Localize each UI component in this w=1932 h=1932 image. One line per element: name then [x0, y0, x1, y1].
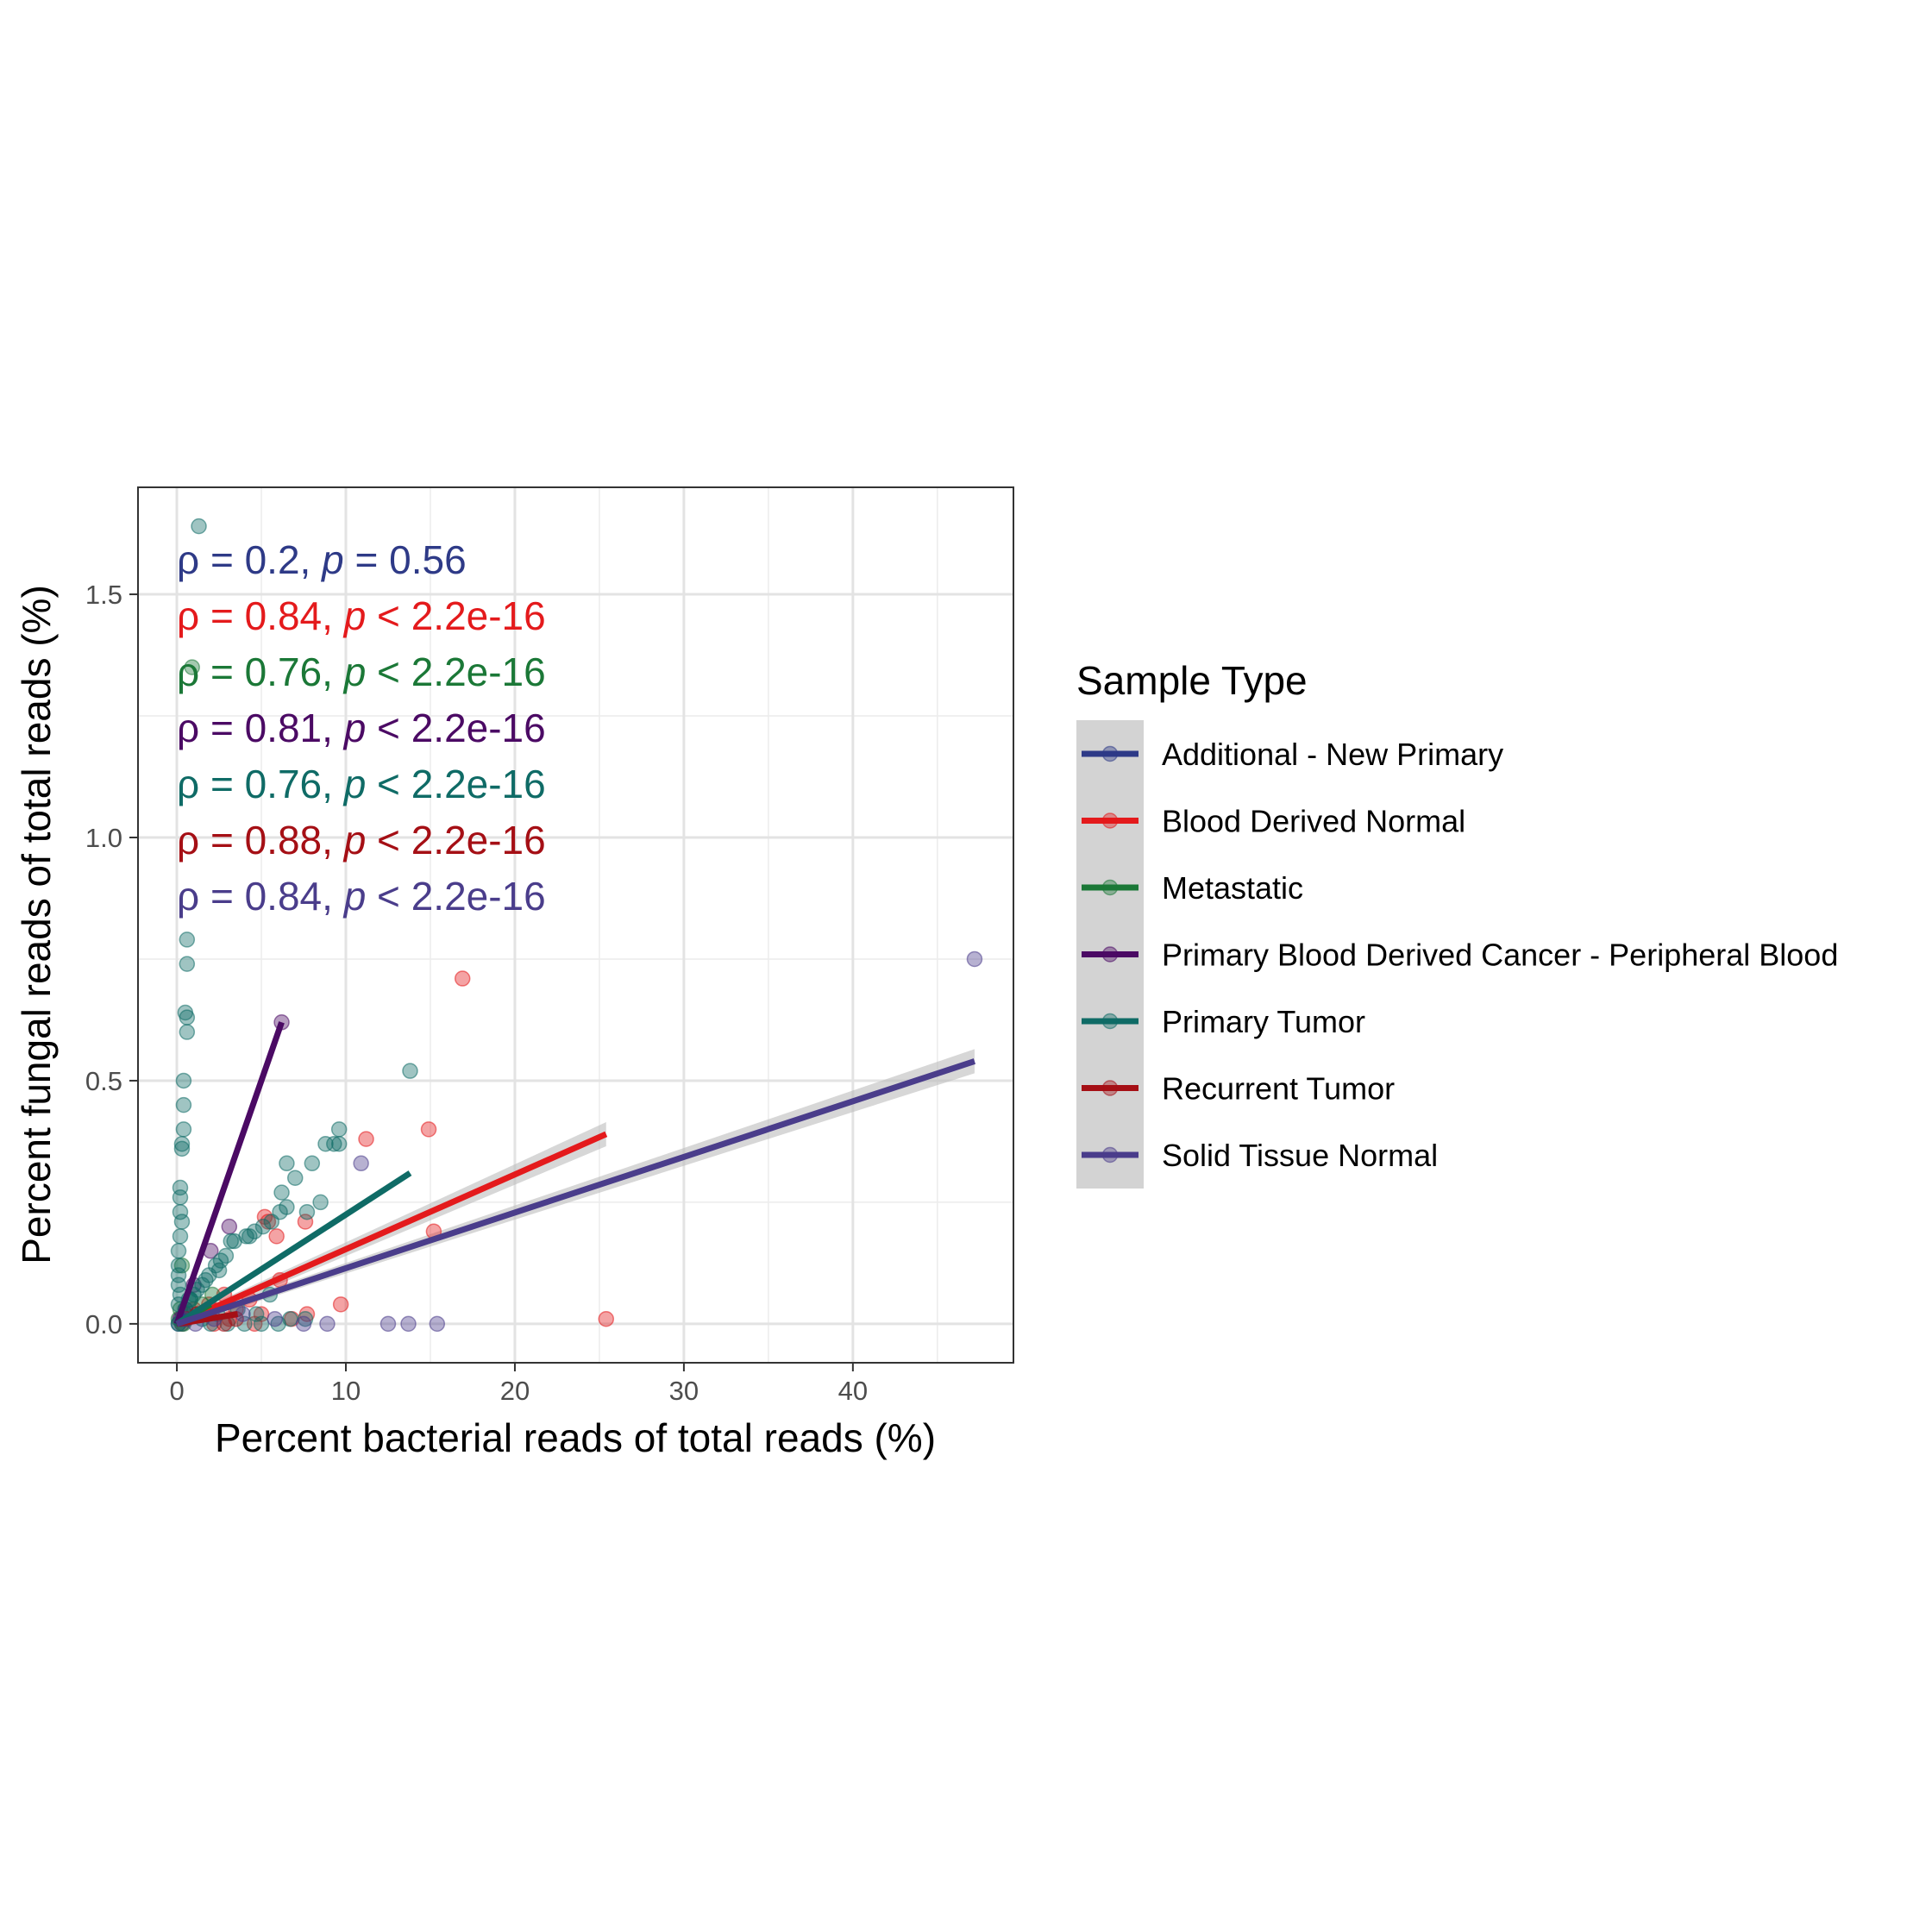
data-point	[380, 1315, 397, 1333]
data-point	[254, 1218, 272, 1235]
correlation-annotation: ρ = 0.81, p < 2.2e-16	[177, 706, 546, 750]
data-point	[267, 1311, 283, 1327]
data-point	[248, 1306, 265, 1322]
x-tick-label: 10	[331, 1376, 361, 1406]
data-point	[298, 1203, 316, 1220]
data-point	[297, 1214, 314, 1230]
data-point	[353, 1155, 369, 1172]
data-point	[179, 1024, 196, 1040]
data-point	[175, 1121, 192, 1138]
legend-key-point	[1101, 745, 1119, 762]
data-point	[317, 1136, 334, 1152]
legend-title: Sample Type	[1076, 658, 1308, 703]
x-axis: 0 10 20 30 40	[169, 1363, 868, 1406]
data-point	[263, 1214, 280, 1230]
data-point	[268, 1228, 285, 1245]
data-point	[312, 1194, 329, 1211]
data-point	[173, 1136, 191, 1152]
data-point	[420, 1121, 437, 1138]
data-point	[172, 1189, 189, 1206]
data-point	[598, 1311, 615, 1327]
data-point	[330, 1136, 348, 1152]
legend-label: Primary Blood Derived Cancer - Periphera…	[1162, 938, 1838, 973]
legend-key-point	[1101, 1080, 1119, 1096]
data-point	[226, 1233, 242, 1250]
legend-key-point	[1101, 812, 1119, 829]
legend-label: Solid Tissue Normal	[1162, 1138, 1438, 1173]
legend-label: Metastatic	[1162, 870, 1303, 906]
data-point	[332, 1296, 349, 1313]
data-point	[429, 1315, 446, 1333]
y-tick-label: 0.5	[85, 1066, 122, 1096]
grid-lines	[138, 487, 1013, 1363]
data-point	[173, 1214, 191, 1230]
data-point	[236, 1315, 253, 1333]
data-point	[191, 518, 207, 535]
y-axis-title: Percent fungal reads of total reads (%)	[14, 585, 59, 1264]
data-point	[221, 1218, 238, 1235]
legend-label: Additional - New Primary	[1162, 737, 1503, 772]
data-point	[273, 1184, 290, 1201]
legend-label: Recurrent Tumor	[1162, 1071, 1395, 1107]
plot-panel	[138, 487, 1013, 1363]
correlation-annotation: ρ = 0.76, p < 2.2e-16	[177, 762, 546, 806]
x-tick-label: 0	[169, 1376, 184, 1406]
data-point	[179, 956, 196, 972]
correlation-annotation: ρ = 0.88, p < 2.2e-16	[177, 818, 546, 862]
fit-line	[175, 1170, 412, 1327]
x-tick-label: 30	[669, 1376, 699, 1406]
data-point	[170, 1276, 187, 1294]
data-point	[304, 1155, 321, 1172]
legend: Sample Type Additional - New Primary Bloo…	[1076, 658, 1838, 1189]
y-tick-label: 1.0	[85, 823, 122, 853]
data-point	[966, 950, 983, 968]
fit-line	[175, 1058, 976, 1327]
data-point	[279, 1155, 295, 1172]
data-point	[184, 659, 200, 675]
correlation-annotation: ρ = 0.76, p < 2.2e-16	[177, 649, 546, 694]
data-point	[330, 1121, 348, 1138]
legend-label: Primary Tumor	[1162, 1004, 1365, 1039]
y-tick-label: 0.0	[85, 1309, 122, 1339]
correlation-annotation: ρ = 0.84, p < 2.2e-16	[177, 874, 546, 919]
data-point	[326, 1136, 342, 1152]
data-point	[286, 1170, 304, 1186]
data-point	[172, 1203, 189, 1220]
legend-key-point	[1101, 946, 1119, 963]
data-point	[172, 1228, 189, 1245]
x-axis-title: Percent bacterial reads of total reads (…	[215, 1415, 936, 1460]
data-point	[400, 1315, 417, 1333]
legend-key-point	[1101, 1146, 1119, 1164]
legend-label: Blood Derived Normal	[1162, 804, 1465, 839]
data-point	[358, 1131, 374, 1147]
data-point	[295, 1315, 312, 1333]
plot-border	[137, 486, 1014, 1364]
data-point	[179, 1009, 196, 1026]
x-tick-label: 40	[838, 1376, 868, 1406]
data-point	[210, 1262, 228, 1279]
data-point	[175, 1072, 192, 1089]
y-axis: 0.0 0.5 1.0 1.5	[85, 580, 138, 1339]
correlation-annotation: ρ = 0.2, p = 0.56	[177, 537, 467, 582]
legend-key-point	[1101, 1013, 1119, 1030]
data-point	[319, 1315, 336, 1333]
data-point	[242, 1228, 258, 1245]
fit-lines	[173, 1021, 976, 1327]
fit-line	[173, 1021, 285, 1326]
data-point	[173, 1140, 191, 1157]
x-tick-label: 20	[500, 1376, 530, 1406]
fit-line	[175, 1131, 608, 1327]
data-point	[454, 970, 471, 987]
legend-items: Additional - New Primary Blood Derived No…	[1082, 737, 1838, 1173]
data-point	[402, 1063, 418, 1079]
correlation-annotations: ρ = 0.2, p = 0.56 ρ = 0.84, p < 2.2e-16 ρ …	[177, 537, 546, 919]
data-point	[179, 932, 196, 948]
y-tick-label: 1.5	[85, 580, 122, 610]
correlation-annotation: ρ = 0.84, p < 2.2e-16	[177, 593, 546, 638]
data-point	[170, 1243, 187, 1259]
data-point	[175, 1096, 192, 1113]
legend-key-point	[1101, 879, 1119, 896]
data-point	[282, 1311, 298, 1327]
